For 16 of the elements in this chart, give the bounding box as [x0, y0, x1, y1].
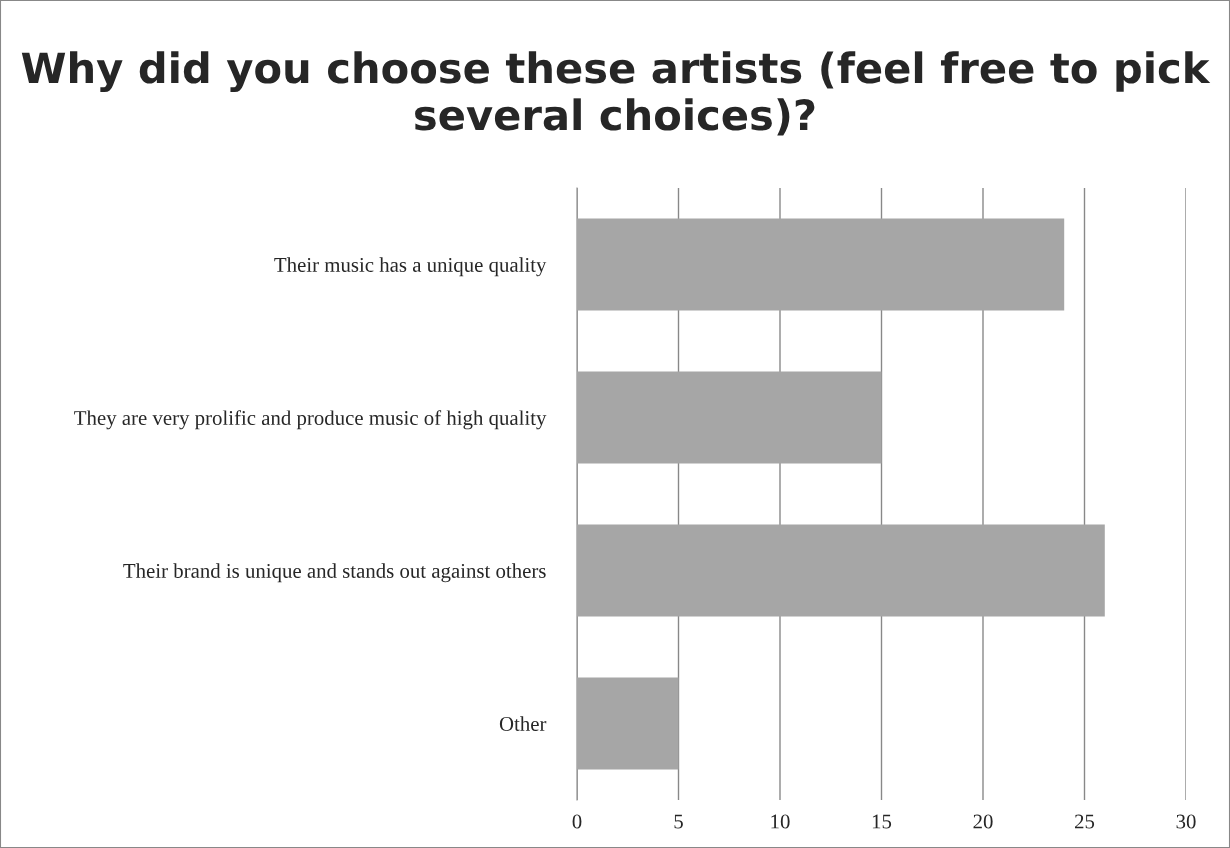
chart-title: Why did you choose these artists (feel free to pick several choices)?	[21, 51, 1211, 136]
bar	[577, 524, 1105, 617]
x-tick-label: 25	[1075, 814, 1095, 829]
x-tick-label: 10	[771, 814, 790, 829]
x-tick-label: 15	[872, 814, 892, 829]
x-tick-label: 30	[1176, 814, 1196, 829]
bar	[577, 371, 882, 464]
y-tick-label: Other	[499, 716, 547, 731]
y-tick-label: Their music has a unique quality	[274, 257, 547, 277]
y-tick-label: They are very prolific and produce music of high quality	[74, 410, 547, 430]
x-tick-label: 0	[572, 814, 582, 829]
bar	[577, 218, 1065, 311]
bar	[577, 677, 679, 770]
x-tick-label: 20	[973, 814, 993, 829]
x-tick-label: 5	[674, 814, 683, 829]
y-tick-label: Their brand is unique and stands out against others	[123, 563, 546, 583]
